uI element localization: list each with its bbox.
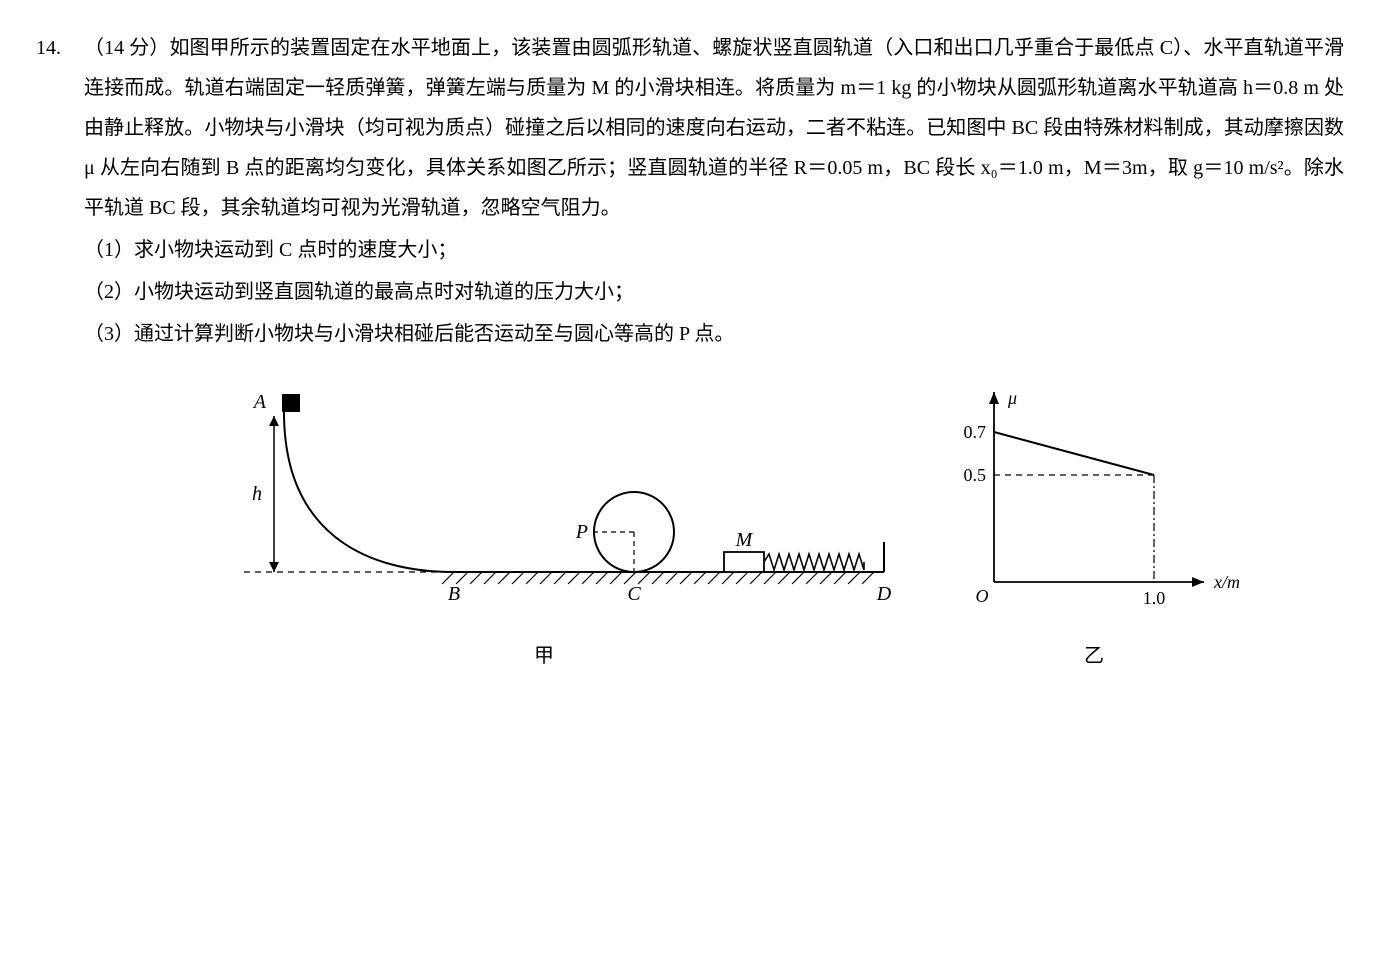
figure-jia-label: 甲 (184, 636, 904, 676)
svg-text:x/m: x/m (1213, 572, 1240, 592)
problem-14: 14. （14 分）如图甲所示的装置固定在水平地面上，该装置由圆弧形轨道、螺旋状… (36, 28, 1344, 676)
svg-text:M: M (735, 529, 754, 551)
svg-text:P: P (575, 521, 588, 543)
figure-yi-wrap: Ox/m μ 0.7 0.5 1.0 乙 (944, 372, 1244, 676)
figures-row: Ah P B C D M 甲 Ox/m μ 0.7 0.5 1.0 乙 (84, 372, 1344, 676)
svg-text:B: B (448, 583, 460, 605)
problem-number: 14. (36, 28, 84, 676)
svg-text:A: A (252, 391, 267, 413)
svg-text:C: C (627, 583, 641, 605)
svg-text:1.0: 1.0 (1143, 588, 1166, 608)
figure-jia-wrap: Ah P B C D M 甲 (184, 372, 904, 676)
figure-yi-label: 乙 (944, 636, 1244, 676)
svg-text:O: O (976, 586, 989, 606)
svg-text:h: h (252, 483, 262, 505)
svg-text:0.5: 0.5 (964, 465, 987, 485)
question-1: （1）求小物块运动到 C 点时的速度大小； (84, 230, 1344, 270)
figure-yi: Ox/m μ 0.7 0.5 1.0 (944, 372, 1244, 632)
figure-jia: Ah P B C D M (184, 372, 904, 632)
problem-points: （14 分） (84, 37, 169, 59)
svg-text:μ: μ (1007, 388, 1017, 408)
problem-stem: （14 分）如图甲所示的装置固定在水平地面上，该装置由圆弧形轨道、螺旋状竖直圆轨… (84, 28, 1344, 228)
problem-text: 如图甲所示的装置固定在水平地面上，该装置由圆弧形轨道、螺旋状竖直圆轨道（入口和出… (84, 37, 1344, 219)
problem-body: （14 分）如图甲所示的装置固定在水平地面上，该装置由圆弧形轨道、螺旋状竖直圆轨… (84, 28, 1344, 676)
svg-text:0.7: 0.7 (964, 422, 987, 442)
svg-text:D: D (876, 583, 892, 605)
question-3: （3）通过计算判断小物块与小滑块相碰后能否运动至与圆心等高的 P 点。 (84, 314, 1344, 354)
question-2: （2）小物块运动到竖直圆轨道的最高点时对轨道的压力大小； (84, 272, 1344, 312)
